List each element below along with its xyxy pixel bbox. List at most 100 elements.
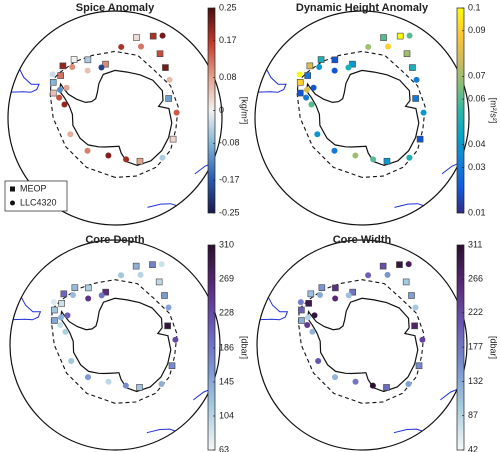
colorbar-label: [kg/m³] [240,97,250,125]
point [412,304,419,311]
point [61,101,68,108]
colorbar-tick-label: 0.06 [468,93,486,103]
point [298,306,305,314]
land-outline [13,297,42,321]
front-line [297,279,425,404]
map-frame [7,10,223,226]
point [156,50,164,58]
point [415,362,423,370]
point [105,378,112,385]
point [311,312,318,319]
point [384,271,391,278]
colorbar-tick-label: 0.01 [468,207,486,217]
point [365,272,372,279]
land-outline [258,69,287,93]
point [169,135,177,143]
colorbar-tick-label: 0.1 [468,2,481,12]
land-outline [394,203,424,208]
point [403,50,411,58]
point [370,156,377,163]
point [296,89,304,97]
land-outline [260,297,289,321]
point [296,79,304,86]
point [419,336,426,343]
colorbar-tick-label: -0.25 [219,207,240,217]
map-frame [9,239,221,451]
point [168,362,176,370]
land-outline [146,428,176,434]
point [308,101,315,108]
point [98,292,105,299]
point [332,295,339,302]
panel-title: Dynamic Height Anomaly [296,2,429,14]
colorbar-tick-label: 0.03 [468,162,486,172]
point [132,262,140,270]
point [136,384,143,391]
point [118,272,125,279]
point [159,32,166,39]
point [413,76,420,83]
point [85,374,92,381]
panel-title: Spice Anomaly [76,2,155,14]
colorbar-tick-label: 42 [468,444,478,452]
map [260,279,458,434]
antarctica-coast [305,69,420,167]
colorbar-label: [m²/s²] [489,98,499,124]
point [349,288,356,296]
land-outline [393,428,423,434]
point [396,261,403,268]
point [149,261,156,268]
point [331,147,338,154]
point [57,322,64,329]
point [49,89,57,97]
map [13,279,211,434]
colorbar-tick-label: 145 [219,376,234,386]
point [296,71,303,78]
point [84,147,91,154]
colorbar-tick-label: 63 [219,444,229,452]
point [331,56,339,64]
point [304,72,311,79]
legend-label: MEOP [20,183,47,193]
point [58,300,65,307]
point [385,43,392,50]
point [405,380,412,387]
point [49,71,56,78]
point [318,284,326,291]
point [51,306,58,314]
point [316,63,323,70]
point [396,32,404,40]
point [405,261,412,268]
point [133,34,140,41]
point [162,64,169,71]
colorbar-label: [dbar] [240,336,250,359]
point [379,262,387,270]
antarctica-coast [58,69,173,167]
point [317,291,324,298]
front-line [50,279,178,404]
colorbar [456,7,465,214]
point [67,131,74,138]
point [304,322,311,329]
point [57,314,64,321]
point [317,56,325,63]
point [166,76,173,83]
point [304,314,311,321]
colorbar-tick-label: 0.25 [219,2,237,12]
legend-marker [10,200,15,206]
point [62,328,69,335]
colorbar-tick-label: 0.09 [468,25,486,35]
point [406,154,413,161]
antarctica-coast [59,297,172,393]
point [63,84,70,91]
land-outline [147,203,177,208]
colorbar [207,244,216,451]
legend-marker [10,186,15,192]
point [173,109,180,116]
point [352,378,359,385]
point [314,131,321,138]
point [165,304,172,311]
point [303,94,310,101]
point [102,288,109,296]
